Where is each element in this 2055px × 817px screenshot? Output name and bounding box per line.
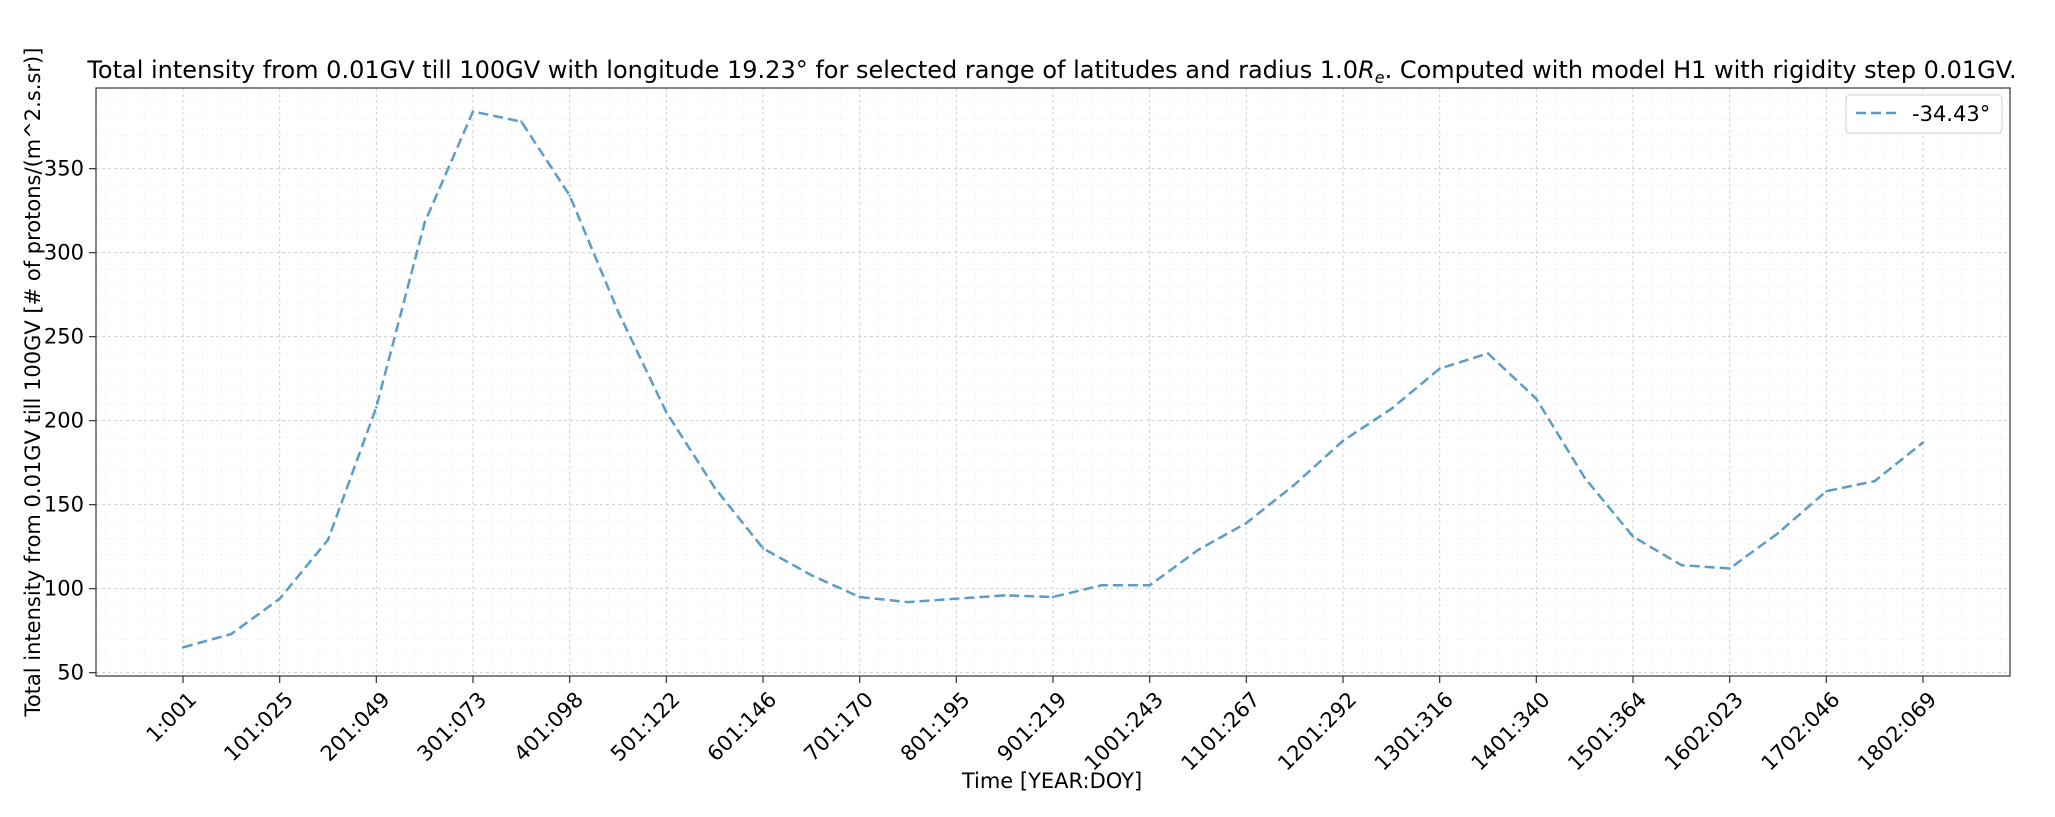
data-point (1051, 595, 1055, 599)
data-point (1438, 367, 1441, 370)
y-axis-ticks: 50 100 150 200 250 300 350 (44, 157, 96, 685)
data-point (1390, 407, 1393, 411)
x-axis-label: Time [YEAR:DOY] (961, 769, 1142, 793)
data-point (1873, 479, 1876, 483)
y-tick-label: 250 (44, 325, 84, 349)
x-tick-label: 201:049 (316, 687, 395, 766)
x-tick-label: 501:122 (606, 687, 685, 766)
data-point (616, 310, 620, 313)
chart-title-symbol: R (1358, 56, 1375, 84)
data-point (1100, 584, 1103, 587)
x-tick-label: 601:146 (703, 687, 782, 766)
data-point (568, 194, 571, 197)
y-tick-label: 100 (44, 577, 84, 601)
data-point (471, 110, 475, 113)
y-tick-label: 300 (44, 241, 84, 265)
data-point (278, 597, 281, 600)
data-point (955, 597, 958, 600)
data-point (1341, 439, 1345, 442)
y-axis-label: Total intensity from 0.01GV till 100GV [… (21, 48, 45, 718)
legend-frame (1845, 94, 2003, 134)
data-point (665, 411, 668, 414)
series-layer (181, 110, 1925, 649)
x-tick-label: 1201:292 (1273, 687, 1361, 775)
x-tick-label: 301:073 (413, 687, 492, 766)
chart-title-main: Total intensity from 0.01GV till 100GV w… (86, 56, 1358, 84)
data-point (1776, 532, 1780, 535)
data-point (1003, 594, 1006, 597)
data-point (181, 646, 185, 649)
x-tick-label: 101:025 (219, 687, 298, 766)
chart-title-subscript: e (1375, 68, 1385, 87)
data-point (230, 632, 233, 636)
chart-title-tail: . Computed with model H1 with rigidity s… (1385, 56, 2017, 84)
data-point (906, 600, 910, 604)
legend-label: -34.43° (1912, 102, 1990, 126)
x-tick-label: 1301:316 (1370, 687, 1458, 775)
x-tick-label: 1501:364 (1563, 687, 1651, 775)
y-tick-label: 350 (44, 157, 84, 181)
data-point (713, 486, 716, 490)
x-tick-label: 701:170 (799, 687, 878, 766)
x-tick-label: 1602:023 (1660, 687, 1748, 775)
x-tick-label: 801:195 (896, 687, 975, 766)
data-point (1535, 397, 1538, 400)
x-tick-label: 1802:069 (1853, 687, 1941, 775)
data-point (761, 547, 765, 550)
data-point (520, 120, 523, 123)
x-tick-label: 401:098 (509, 687, 588, 766)
data-point (326, 538, 330, 542)
data-point (1583, 476, 1586, 479)
data-point (1631, 535, 1635, 538)
data-point (1825, 490, 1828, 493)
x-tick-label: 1:001 (142, 687, 202, 747)
data-point (375, 406, 378, 409)
y-tick-label: 150 (44, 493, 84, 517)
data-point (858, 595, 861, 599)
data-point (1728, 567, 1731, 570)
y-tick-label: 50 (57, 661, 84, 685)
x-tick-label: 1401:340 (1467, 687, 1555, 775)
data-point (1293, 483, 1296, 486)
data-point (1245, 521, 1248, 525)
x-tick-label: 1101:267 (1177, 687, 1265, 775)
data-point (1486, 352, 1490, 355)
x-tick-label: 1001:243 (1080, 687, 1168, 775)
x-tick-label: 901:219 (993, 687, 1072, 766)
grid-major (96, 88, 2010, 676)
data-point (1680, 563, 1683, 567)
data-point (423, 221, 426, 224)
data-point (1921, 441, 1925, 444)
x-tick-label: 1702:046 (1757, 687, 1845, 775)
y-tick-label: 200 (44, 409, 84, 433)
data-point (1148, 584, 1151, 587)
chart-title: Total intensity from 0.01GV till 100GV w… (86, 56, 2016, 87)
data-point (1196, 548, 1200, 552)
data-point (810, 574, 813, 577)
legend: -34.43° (1845, 94, 2003, 134)
x-axis-ticks: 1:001 101:025 201:049 301:073 401:098 501:122… (142, 676, 1941, 775)
